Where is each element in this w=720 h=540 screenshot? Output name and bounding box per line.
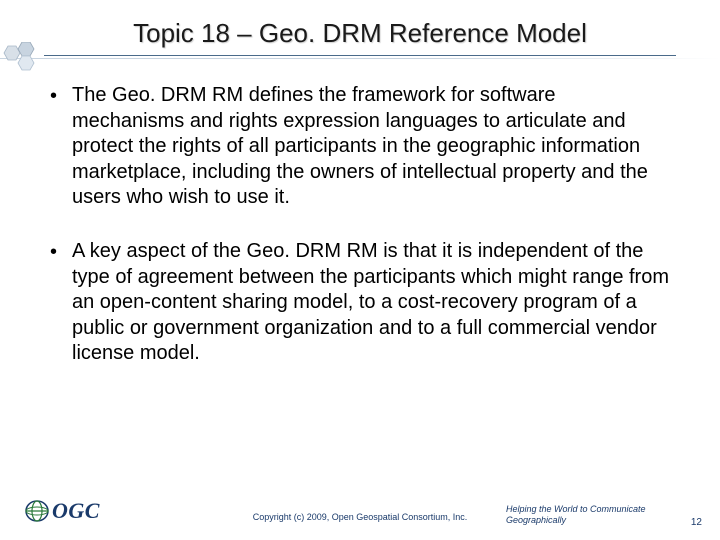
ogc-logo: OGC <box>24 498 100 524</box>
slide-footer: OGC Copyright (c) 2009, Open Geospatial … <box>0 486 720 528</box>
logo-text: OGC <box>52 498 100 524</box>
slide-header: Topic 18 – Geo. DRM Reference Model <box>0 0 720 59</box>
slide-content: • The Geo. DRM RM defines the framework … <box>0 59 720 367</box>
bullet-item: • The Geo. DRM RM defines the framework … <box>50 83 670 211</box>
copyright-text: Copyright (c) 2009, Open Geospatial Cons… <box>253 512 468 522</box>
hexagon-decoration-icon <box>0 42 44 74</box>
globe-icon <box>24 499 50 523</box>
title-divider <box>0 58 720 59</box>
page-number: 12 <box>691 517 702 528</box>
bullet-text: A key aspect of the Geo. DRM RM is that … <box>72 239 670 367</box>
bullet-item: • A key aspect of the Geo. DRM RM is tha… <box>50 239 670 367</box>
bullet-marker-icon: • <box>50 239 72 367</box>
tagline-text: Helping the World to Communicate Geograp… <box>506 504 666 526</box>
slide-title: Topic 18 – Geo. DRM Reference Model <box>44 18 676 56</box>
bullet-marker-icon: • <box>50 83 72 211</box>
bullet-text: The Geo. DRM RM defines the framework fo… <box>72 83 670 211</box>
